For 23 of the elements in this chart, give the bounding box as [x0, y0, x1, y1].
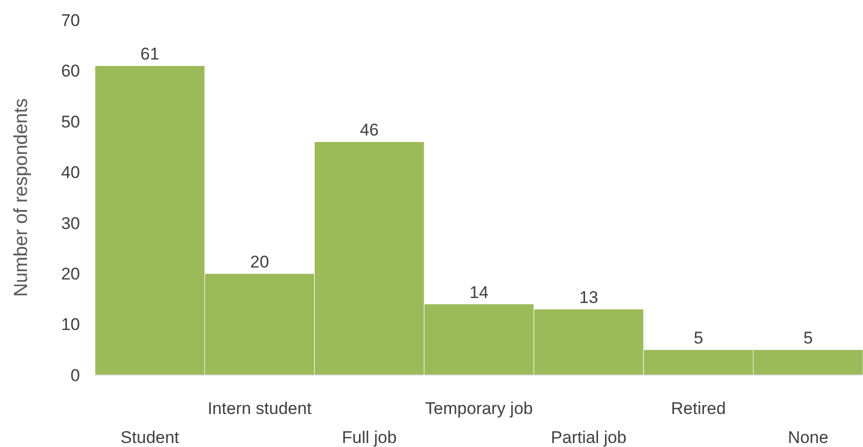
x-tick-label: Student	[120, 428, 180, 447]
x-tick-label: None	[788, 428, 828, 447]
y-tick-label: 30	[61, 214, 80, 233]
data-label: 5	[694, 328, 704, 348]
x-tick-label: Retired	[671, 399, 726, 418]
y-tick-label: 0	[70, 366, 80, 385]
data-label: 46	[360, 120, 379, 140]
y-tick-label: 40	[61, 163, 80, 182]
x-tick-label: Full job	[342, 428, 397, 447]
y-axis-title: Number of respondents	[11, 98, 32, 297]
y-tick-label: 70	[61, 10, 80, 30]
y-tick-label: 60	[61, 62, 80, 81]
y-tick-label: 20	[61, 264, 80, 284]
x-tick-label: Temporary job	[425, 399, 533, 418]
data-label: 5	[803, 328, 813, 348]
x-tick-label: Partial job	[550, 428, 627, 447]
y-tick-label: 10	[61, 315, 80, 334]
data-label: 61	[140, 44, 160, 64]
x-tick-label: Intern student	[208, 399, 312, 418]
data-label: 20	[250, 252, 270, 272]
data-label: 14	[470, 283, 488, 302]
data-label: 13	[579, 288, 598, 308]
y-tick-label: 50	[61, 112, 80, 132]
